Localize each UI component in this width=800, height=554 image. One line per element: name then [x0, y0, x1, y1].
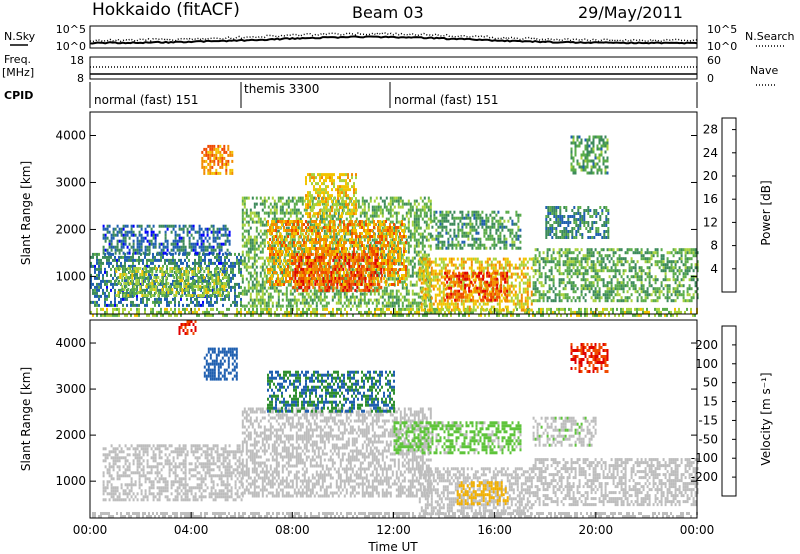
nsearch-tick-bottom: 10^0	[707, 40, 737, 53]
vel-region-10	[570, 343, 609, 373]
power-colorbar-tick-label-3: 16	[703, 192, 718, 206]
velocity-colorbar: 200 100 50 15 -15 -50 -100 -200	[691, 325, 737, 497]
time-tick-label-1: 04:00	[174, 523, 209, 537]
vel-region-7	[267, 370, 395, 413]
nsky-tick-top: 10^5	[56, 23, 86, 36]
power-region-4	[201, 144, 234, 175]
vel-colorbar-frame	[721, 325, 737, 497]
power-region-11	[431, 210, 522, 250]
vel-ytick-label-0: 1000	[55, 474, 86, 488]
nave-tick-top: 60	[707, 54, 721, 67]
power-region-7	[292, 252, 383, 292]
power-region-2	[102, 224, 231, 255]
cpid-segment-1: normal (fast) 151	[94, 93, 198, 107]
vel-colorbar-tick-label-5: -50	[698, 432, 718, 446]
date-title: 29/May/2011	[578, 3, 683, 22]
power-heatmap	[90, 135, 699, 317]
cpid-segment-3: normal (fast) 151	[394, 93, 498, 107]
time-tick-label-3: 12:00	[376, 523, 411, 537]
time-tick-label-0: 00:00	[73, 523, 108, 537]
velocity-ylabel: Slant Range [km]	[19, 367, 33, 471]
nsearch-trace	[89, 31, 698, 43]
vel-colorbar-tick-label-0: 200	[695, 338, 718, 352]
vel-region-6	[203, 347, 238, 381]
power-ytick-label-3: 4000	[55, 128, 86, 142]
power-ytick-label-2: 3000	[55, 175, 86, 189]
power-axes: 1000 2000 3000 4000	[55, 128, 698, 314]
power-region-3	[115, 267, 230, 297]
nave-label: Nave	[750, 64, 778, 77]
time-tick-label-5: 20:00	[579, 523, 614, 537]
vel-colorbar-tick-label-3: 15	[703, 395, 718, 409]
power-colorbar-tick-label-2: 12	[703, 215, 718, 229]
vel-ytick-label-1: 2000	[55, 428, 86, 442]
freq-tick-bottom: 8	[77, 72, 84, 85]
power-colorbar-tick-label-4: 20	[703, 169, 718, 183]
cpid-label: CPID	[4, 89, 33, 102]
freq-tick-top: 18	[70, 54, 84, 67]
vel-region-9	[532, 416, 597, 447]
time-tick-label-6: 00:00	[680, 523, 715, 537]
vel-region-11	[178, 320, 197, 335]
vel-colorbar-tick-label-7: -200	[691, 470, 718, 484]
power-colorbar-label: Power [dB]	[759, 180, 773, 245]
vel-region-5	[532, 458, 699, 507]
power-region-10	[444, 271, 509, 302]
beam-title: Beam 03	[352, 3, 424, 22]
vel-colorbar-tick-label-2: 50	[703, 376, 718, 390]
freq-label: Freq.	[4, 53, 31, 66]
power-ytick-label-0: 1000	[55, 269, 86, 283]
vel-region-8	[393, 421, 522, 455]
velocity-colorbar-label: Velocity [m s⁻¹]	[759, 372, 773, 465]
velocity-axes: 1000 2000 3000 4000	[55, 336, 698, 518]
power-ytick-label-1: 2000	[55, 222, 86, 236]
vel-colorbar-tick-label-1: 100	[695, 357, 718, 371]
time-tick-label-2: 08:00	[275, 523, 310, 537]
nsky-panel-frame	[89, 25, 698, 49]
power-region-5	[241, 196, 432, 308]
power-colorbar-tick-label-5: 24	[703, 146, 718, 160]
vel-ytick-label-3: 4000	[55, 336, 86, 350]
power-region-12	[532, 248, 699, 303]
power-region-8	[305, 173, 357, 219]
nsky-label: N.Sky	[4, 30, 36, 43]
vel-colorbar-tick-label-6: -100	[691, 451, 718, 465]
nave-tick-bottom: 0	[707, 72, 714, 85]
power-colorbar-frame	[721, 117, 737, 293]
cpid-segment-2: themis 3300	[244, 82, 319, 96]
velocity-heatmap	[92, 320, 699, 518]
vel-ytick-label-2: 3000	[55, 382, 86, 396]
nsky-tick-bottom: 10^0	[56, 40, 86, 53]
freq-unit: [MHz]	[2, 66, 34, 79]
power-region-14	[570, 135, 609, 175]
vel-region-4	[456, 481, 509, 506]
vel-region-0	[92, 512, 698, 518]
power-ylabel: Slant Range [km]	[19, 161, 33, 265]
power-colorbar-tick-label-0: 4	[710, 262, 718, 276]
vel-region-1	[102, 444, 243, 502]
power-colorbar-tick-label-1: 8	[710, 239, 718, 253]
time-axis: 00:00 04:00 08:00 12:00 16:00 20:00 00:00	[73, 523, 715, 537]
power-region-9	[418, 257, 533, 312]
nsearch-label: N.Search	[745, 30, 795, 43]
power-region-6	[267, 220, 407, 286]
site-title: Hokkaido (fitACF)	[92, 0, 240, 20]
freq-panel-frame	[89, 56, 698, 80]
power-region-13	[545, 206, 610, 239]
power-colorbar-tick-label-6: 28	[703, 123, 718, 137]
time-tick-label-4: 16:00	[477, 523, 512, 537]
power-colorbar: 4 8 12 16 20 24 28	[703, 117, 737, 293]
nsearch-tick-top: 10^5	[707, 23, 737, 36]
nsky-trace	[89, 35, 698, 45]
time-axis-label: Time UT	[367, 540, 418, 554]
vel-colorbar-tick-label-4: -15	[698, 413, 718, 427]
